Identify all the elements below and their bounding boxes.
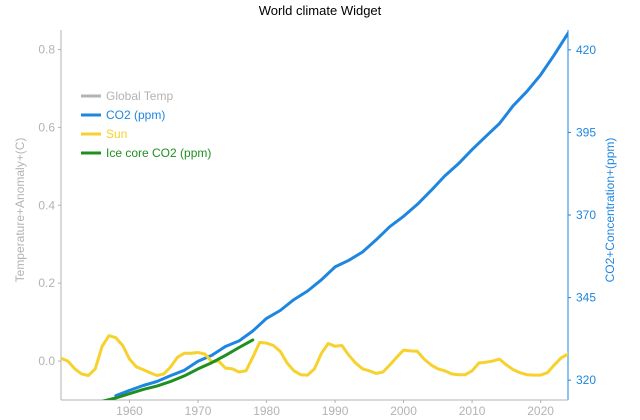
legend-label-ice-core-co2-ppm: Ice core CO2 (ppm) [106,146,211,160]
right-tick-label: 320 [576,373,596,387]
right-tick-label: 420 [576,43,596,57]
series-line-ice-core-co2-ppm [101,338,255,400]
chart-title: World climate Widget [259,3,382,18]
left-tick-label: 0.2 [38,276,55,290]
x-tick-label: 1970 [185,404,212,418]
x-tick-label: 2010 [459,404,486,418]
legend-label-co2-ppm: CO2 (ppm) [106,108,165,122]
right-tick-labels: 320 345 370 395 420 [568,43,596,387]
right-tick-label: 345 [576,291,596,305]
x-tick-label: 1980 [253,404,280,418]
series-line-sun [61,334,568,377]
left-tick-labels: 0.0 0.2 0.4 0.6 0.8 [38,42,61,368]
x-tick-label: 2000 [390,404,417,418]
series-lines [61,31,568,400]
left-tick-label: 0.8 [38,42,55,56]
x-tick-labels: 1960 1970 1980 1990 2000 2010 2020 [116,400,554,418]
left-tick-label: 0.0 [38,354,55,368]
legend-label-sun: Sun [106,127,127,141]
legend-label-global-temp: Global Temp [106,89,173,103]
legend: Global Temp CO2 (ppm) Sun Ice core CO2 (ppm… [81,89,211,160]
left-tick-label: 0.4 [38,198,55,212]
right-axis-label: CO2+Concentration+(ppm) [603,138,617,283]
left-tick-label: 0.6 [38,120,55,134]
right-tick-label: 370 [576,208,596,222]
right-tick-label: 395 [576,125,596,139]
x-tick-label: 1960 [116,404,143,418]
x-tick-label: 2020 [527,404,554,418]
left-axis-label: Temperature+Anomaly+(C) [13,138,27,283]
x-tick-label: 1990 [322,404,349,418]
series-line-co2-ppm [114,31,568,398]
